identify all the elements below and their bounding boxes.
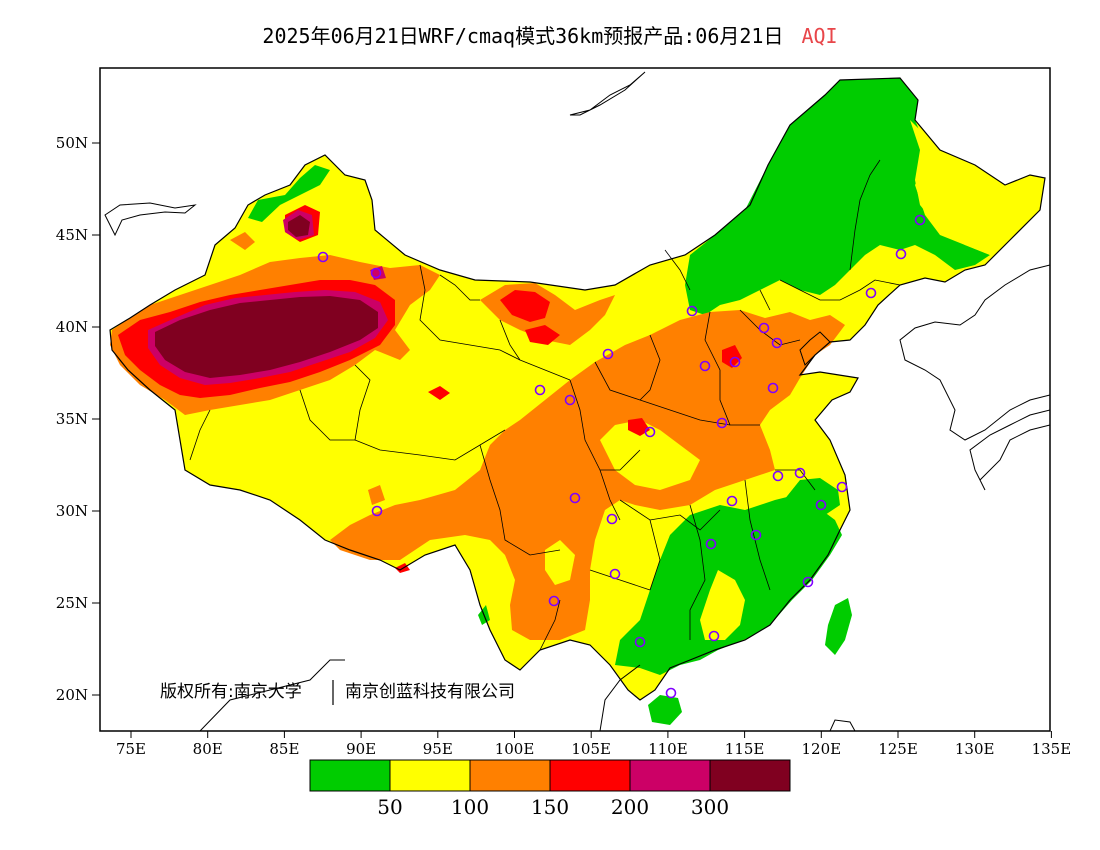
- legend-swatch: [629, 759, 711, 792]
- map-title: 2025年06月21日WRF/cmaq模式36km预报产品:06月21日 AQI: [0, 20, 1100, 49]
- lon-label: 110E: [648, 740, 688, 758]
- lon-label: 105E: [571, 740, 611, 758]
- lon-label: 100E: [495, 740, 535, 758]
- lon-label: 115E: [725, 740, 765, 758]
- legend-label: 300: [691, 795, 729, 819]
- site-marker: [534, 384, 546, 396]
- site-marker: [609, 568, 621, 580]
- site-marker: [686, 305, 698, 317]
- aqi-region-moderate-northeast: [910, 120, 1045, 255]
- lon-label: 125E: [878, 740, 918, 758]
- site-marker: [758, 322, 770, 334]
- title-variable: AQI: [801, 24, 838, 48]
- site-marker: [606, 513, 618, 525]
- aqi-region-good-northeast: [685, 78, 990, 315]
- site-marker: [726, 495, 738, 507]
- lon-label: 120E: [802, 740, 842, 758]
- title-main: 2025年06月21日WRF/cmaq模式36km预报产品:06月21日: [262, 24, 784, 48]
- lon-label: 90E: [346, 740, 376, 758]
- copyright-right: 南京创蓝科技有限公司: [345, 682, 515, 702]
- lat-label: 25N: [56, 594, 88, 612]
- site-marker: [914, 214, 926, 226]
- aqi-region-usg-spot2: [368, 485, 385, 505]
- aqi-region-hazardous-north: [288, 215, 310, 237]
- site-marker: [729, 356, 741, 368]
- site-marker: [548, 595, 560, 607]
- legend-swatch: [469, 759, 551, 792]
- aqi-region-moderate-central-pocket: [600, 420, 700, 490]
- legend-label: 100: [451, 795, 489, 819]
- legend-swatch: [309, 759, 391, 792]
- lon-label: 85E: [269, 740, 299, 758]
- aqi-region-hazardous-taklimakan: [155, 296, 378, 378]
- site-marker: [634, 636, 646, 648]
- aqi-region-unhealthy-central: [722, 345, 742, 368]
- aqi-region-unhealthy-north: [500, 290, 550, 322]
- legend-swatch: [709, 759, 791, 792]
- site-marker: [708, 630, 720, 642]
- site-marker: [716, 417, 728, 429]
- legend-swatch: [389, 759, 471, 792]
- site-marker: [569, 492, 581, 504]
- legend-label: 150: [531, 795, 569, 819]
- latitude-axis: 50N 45N 40N 35N 30N 25N 20N: [56, 134, 100, 704]
- site-marker: [699, 360, 711, 372]
- aqi-region-moderate-south-pocket: [700, 570, 745, 640]
- lon-label: 75E: [116, 740, 146, 758]
- lat-label: 35N: [56, 410, 88, 428]
- site-marker: [815, 499, 827, 511]
- site-marker: [802, 576, 814, 588]
- site-marker: [865, 287, 877, 299]
- legend-label: 200: [611, 795, 649, 819]
- legend-swatch: [549, 759, 631, 792]
- aqi-region-usg-central: [330, 310, 845, 640]
- lon-label: 130E: [955, 740, 995, 758]
- site-marker: [370, 267, 382, 279]
- aqi-region-unhealthy-tibet: [428, 386, 450, 400]
- aqi-region-unhealthy-c2: [628, 418, 650, 436]
- site-marker: [771, 337, 783, 349]
- site-marker: [665, 687, 677, 699]
- map-frame: [99, 67, 1051, 732]
- aqi-region-unhealthy-n2: [525, 325, 560, 345]
- aqi-region-good-northwest: [248, 165, 330, 222]
- legend-label: 50: [377, 795, 402, 819]
- site-marker: [895, 248, 907, 260]
- aqi-region-good-taiwan: [825, 598, 852, 655]
- site-marker: [644, 426, 656, 438]
- site-marker: [772, 470, 784, 482]
- lon-label: 95E: [423, 740, 453, 758]
- lon-label: 80E: [193, 740, 223, 758]
- longitude-axis: 75E 80E 85E 90E 95E 100E 105E 110E 115E 120E 125E 1…: [116, 731, 1071, 758]
- site-marker: [705, 538, 717, 550]
- site-marker: [564, 394, 576, 406]
- site-marker: [602, 348, 614, 360]
- coastlines: [104, 71, 1050, 731]
- aqi-region-good-hainan: [648, 695, 682, 725]
- aqi-field: [104, 71, 1050, 731]
- lat-label: 50N: [56, 134, 88, 152]
- site-markers: [317, 214, 926, 699]
- copyright-left: 版权所有:南京大学: [160, 682, 302, 702]
- aqi-region-usg-spot1: [230, 232, 255, 250]
- site-marker: [767, 382, 779, 394]
- site-marker: [836, 481, 848, 493]
- lat-label: 40N: [56, 318, 88, 336]
- lon-label: 135E: [1032, 740, 1072, 758]
- site-marker: [794, 467, 806, 479]
- lat-label: 20N: [56, 686, 88, 704]
- lat-label: 30N: [56, 502, 88, 520]
- site-marker: [317, 251, 329, 263]
- province-boundaries: [189, 159, 901, 651]
- site-marker: [371, 505, 383, 517]
- site-marker: [750, 529, 762, 541]
- lat-label: 45N: [56, 226, 88, 244]
- aqi-legend: 50 100 150 200 300: [309, 759, 791, 819]
